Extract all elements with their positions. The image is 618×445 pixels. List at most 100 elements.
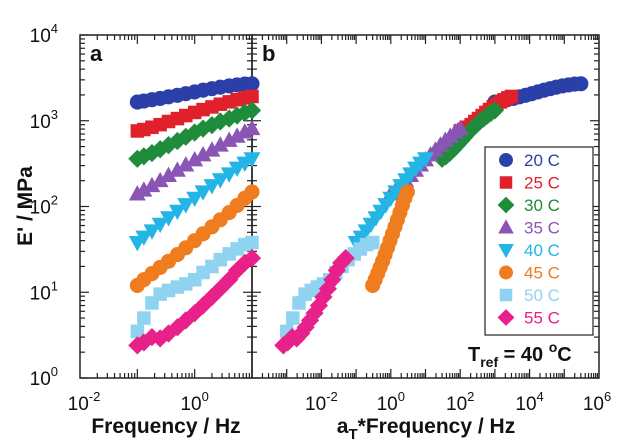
data-point-a [211, 173, 229, 189]
data-point-a [220, 167, 238, 183]
x-axis-title-a: Frequency / Hz [91, 415, 240, 438]
x-tick-label: 10-2 [68, 389, 101, 415]
data-point-a [211, 136, 229, 152]
data-point-b [278, 333, 297, 352]
data-point-a [194, 146, 212, 162]
legend-marker [499, 265, 513, 280]
data-point-a [186, 151, 204, 167]
x-tick-label: 10-2 [305, 389, 338, 415]
data-point-a [235, 253, 254, 272]
y-axis-title: E' / MPa [14, 166, 37, 246]
data-point-b [399, 184, 415, 200]
y-tick-label: 103 [30, 107, 58, 133]
x-axis-title-b-pre: a [337, 415, 349, 438]
data-point-b [296, 318, 315, 337]
x-axis-title-b-sub: T [348, 426, 357, 443]
data-point-a [135, 181, 153, 197]
data-point-a [203, 179, 221, 195]
legend-marker [497, 309, 515, 326]
data-point-a [137, 311, 151, 325]
panel-b-data [274, 76, 589, 355]
data-point-a [228, 127, 246, 143]
data-point-a [128, 336, 147, 355]
legend-label: 50 C [524, 286, 560, 305]
data-point-a [143, 176, 161, 193]
data-point-b [286, 311, 300, 325]
data-point-b [573, 76, 589, 92]
data-point-a [202, 287, 222, 307]
data-point-a [244, 76, 260, 92]
tref-unit: C [557, 344, 571, 366]
tref-mid: = 40 [498, 344, 549, 366]
y-tick-label: 100 [30, 364, 58, 390]
data-point-b [504, 89, 519, 104]
data-point-a [242, 101, 262, 120]
data-point-a [211, 279, 230, 298]
data-point-b [336, 249, 355, 268]
x-axis-title-b: aT*Frequency / Hz [337, 415, 515, 443]
data-point-a [135, 230, 153, 246]
data-point-a [160, 166, 177, 182]
data-point-a [228, 261, 247, 280]
data-point-a [160, 211, 177, 227]
legend-label: 25 C [524, 174, 560, 193]
y-tick-label: 104 [30, 21, 58, 47]
data-point-a [243, 119, 261, 136]
x-tick-label: 100 [180, 389, 208, 415]
data-point-a [203, 141, 221, 157]
data-point-a [151, 217, 169, 234]
tref-T: T [468, 344, 480, 366]
data-point-b [451, 119, 469, 136]
data-point-b [323, 270, 342, 289]
data-point-a [243, 152, 261, 168]
tref-sub: ref [480, 354, 498, 370]
legend-marker [499, 153, 513, 167]
data-point-a [186, 191, 204, 208]
legend-label: 30 C [524, 196, 560, 215]
data-point-a [245, 235, 259, 250]
data-point-a [177, 198, 195, 214]
data-point-a [220, 270, 239, 289]
data-point-b [485, 101, 504, 120]
data-point-b [318, 279, 337, 298]
legend-label: 20 C [524, 151, 560, 170]
data-point-a [177, 156, 195, 172]
data-point-a [168, 161, 186, 177]
y-tick-label: 102 [30, 193, 58, 219]
data-point-a [134, 333, 153, 352]
data-point-b [332, 253, 351, 272]
legend-marker [498, 244, 514, 259]
x-tick-label: 100 [377, 389, 405, 415]
legend-label: 45 C [524, 264, 560, 283]
data-point-a [176, 127, 195, 146]
x-tick-label: 104 [515, 389, 543, 415]
data-point-b [305, 304, 324, 323]
panel-a-data [128, 76, 262, 355]
legend-marker [497, 196, 515, 214]
data-point-a [168, 318, 187, 337]
legend-label: 35 C [524, 219, 560, 238]
data-point-a [168, 204, 186, 221]
y-tick-label: 101 [30, 278, 58, 304]
tick-labels: 100 101 102 103 104 10-2 100 10-2 100 102 104 106 [30, 21, 612, 415]
panel-b-letter: b [262, 41, 275, 66]
data-point-a [185, 304, 204, 323]
legend-marker [498, 219, 514, 234]
panel-a-letter: a [90, 41, 103, 66]
data-point-a [244, 184, 260, 200]
data-point-b [417, 152, 434, 168]
x-tick-label: 102 [446, 389, 474, 415]
data-point-a [194, 185, 212, 201]
data-point-b [365, 235, 380, 250]
data-point-a [242, 249, 262, 268]
data-point-a [220, 131, 238, 147]
legend-marker [499, 176, 513, 189]
tref-annotation: Tref = 40 oC [468, 339, 572, 370]
legend-marker [499, 288, 513, 302]
legend-label: 55 C [524, 309, 560, 328]
tref-sup: o [549, 339, 558, 355]
data-point-a [151, 171, 169, 188]
data-point-a [130, 324, 145, 339]
data-point-a [143, 224, 161, 240]
